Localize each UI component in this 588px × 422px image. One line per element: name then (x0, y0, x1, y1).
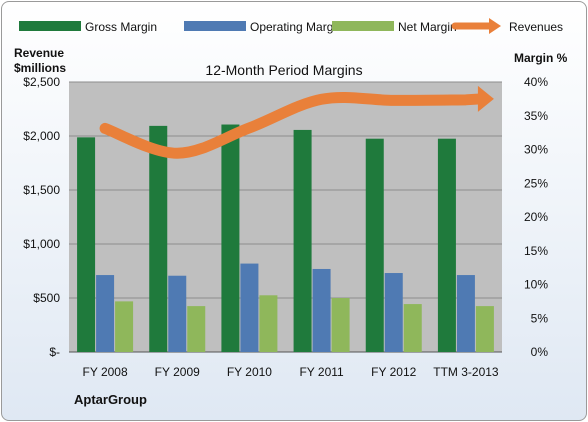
legend-label: Operating Margin (250, 20, 343, 34)
y-left-tick-label: $500 (33, 291, 60, 305)
bar-gross-margin (77, 137, 96, 352)
bar-gross-margin (365, 138, 384, 352)
y-right-tick-label: 25% (524, 176, 548, 190)
bar-operating-margin (312, 268, 331, 352)
x-tick-label: FY 2008 (83, 365, 128, 379)
legend-swatch-net-margin (332, 21, 394, 31)
x-tick-label: FY 2009 (155, 365, 200, 379)
x-tick-label: FY 2010 (227, 365, 272, 379)
y-left-tick-label: $2,500 (23, 75, 60, 89)
bar-gross-margin (221, 124, 240, 353)
series-line-revenues (99, 92, 488, 159)
chart-title: 12-Month Period Margins (205, 62, 362, 78)
x-tick-label: FY 2011 (299, 365, 344, 379)
bar-gross-margin (437, 138, 456, 352)
y-right-tick-label: 20% (524, 210, 548, 224)
bar-net-margin (187, 306, 206, 352)
x-tick-label: FY 2012 (371, 365, 416, 379)
y-left-label-line1: Revenue (14, 46, 64, 60)
y-left-tick-label: $2,000 (23, 129, 60, 143)
bar-net-margin (331, 298, 350, 352)
legend-swatch-operating-margin (184, 21, 246, 31)
revenue-arrowhead (477, 85, 494, 112)
legend-label: Gross Margin (85, 20, 157, 34)
y-right-label: Margin % (514, 51, 568, 65)
bar-gross-margin (149, 125, 168, 352)
bar-net-margin (403, 304, 422, 352)
company-label: AptarGroup (74, 392, 147, 407)
legend-label: Revenues (509, 20, 563, 34)
y-left-tick-label: $1,500 (23, 183, 60, 197)
y-right-tick-label: 0% (531, 345, 549, 359)
bar-operating-margin (456, 275, 475, 352)
bar-net-margin (475, 306, 494, 352)
legend-arrow-icon (489, 18, 501, 34)
bar-gross-margin (293, 129, 312, 352)
y-right-tick-label: 10% (524, 278, 548, 292)
y-right-tick-label: 30% (524, 143, 548, 157)
y-left-label-line2: $millions (14, 61, 66, 75)
y-left-tick-label: $- (49, 345, 60, 359)
y-right-tick-label: 15% (524, 244, 548, 258)
bar-operating-margin (96, 275, 115, 352)
bar-operating-margin (168, 275, 187, 352)
bar-net-margin (115, 301, 134, 352)
x-tick-label: TTM 3-2013 (433, 365, 499, 379)
y-right-tick-label: 40% (524, 75, 548, 89)
y-right-tick-label: 35% (524, 109, 548, 123)
y-right-tick-label: 5% (531, 311, 549, 325)
legend-label: Net Margin (398, 20, 457, 34)
bar-operating-margin (384, 273, 403, 352)
plot-area (69, 82, 502, 352)
legend-swatch-gross-margin (19, 21, 81, 31)
bar-operating-margin (240, 263, 259, 352)
y-left-tick-label: $1,000 (23, 237, 60, 251)
bar-net-margin (259, 295, 278, 352)
